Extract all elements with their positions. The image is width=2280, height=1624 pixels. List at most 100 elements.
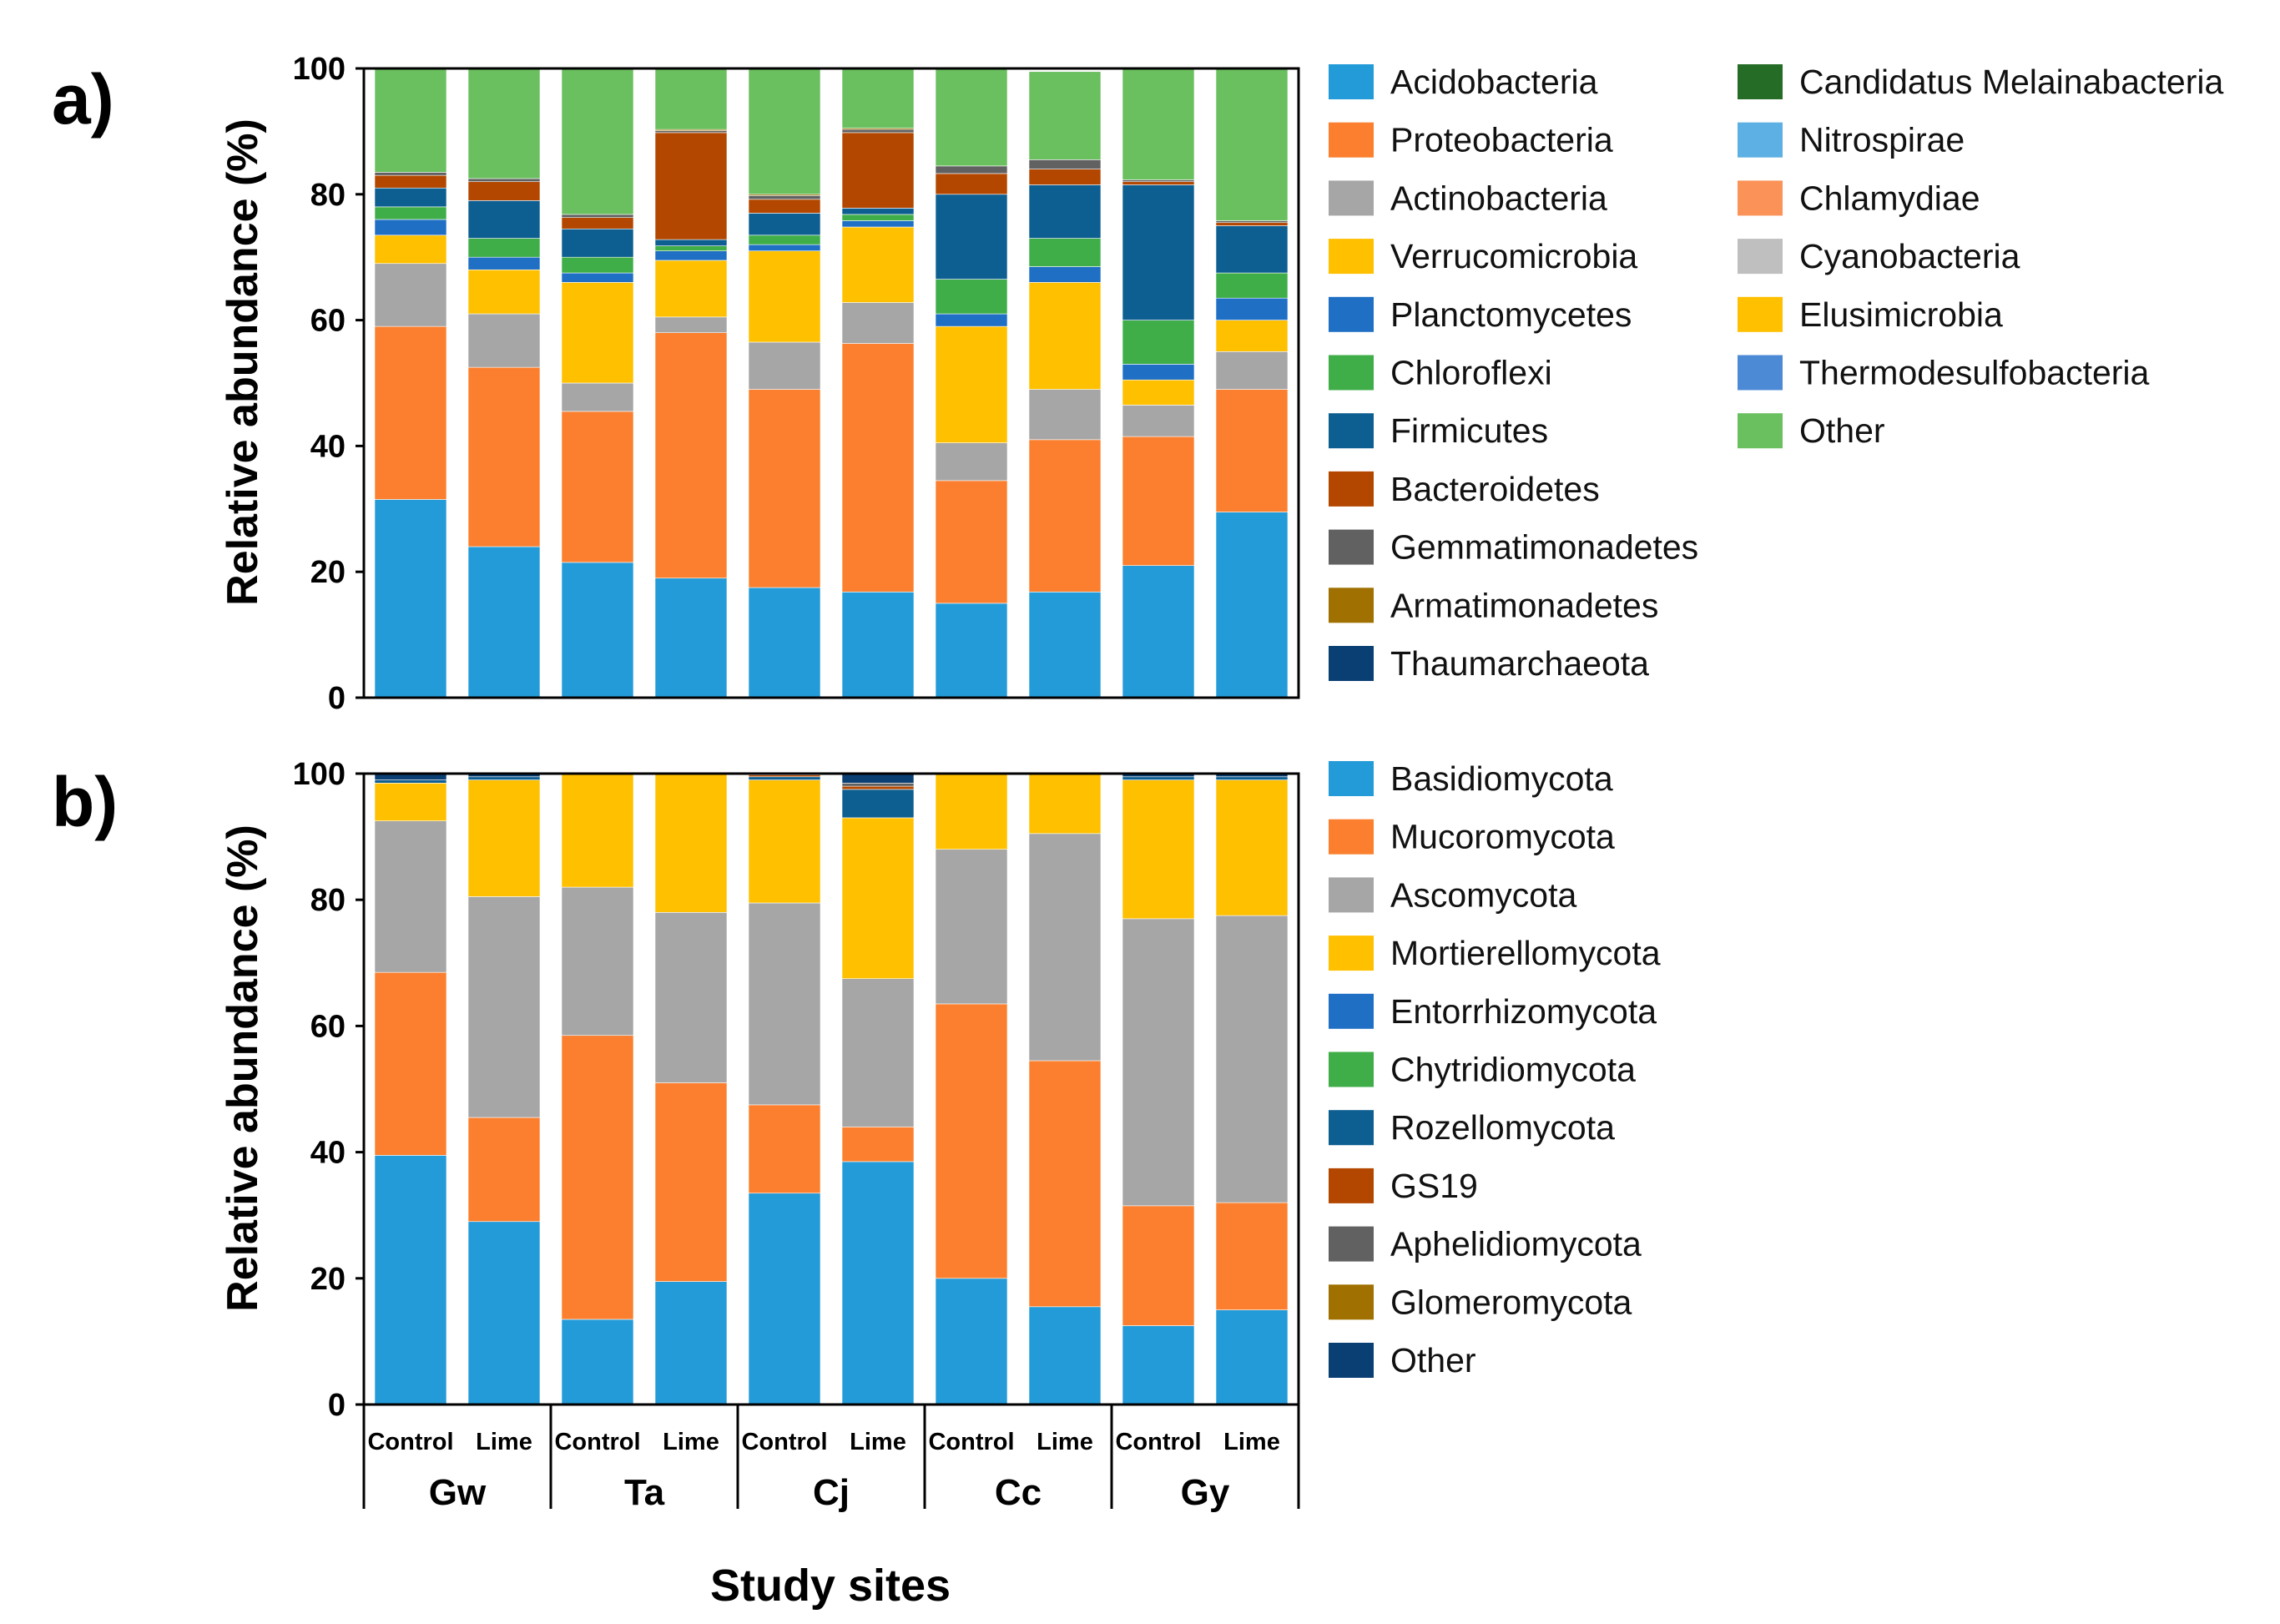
bar-a-cc-control-acidobacteria — [935, 603, 1008, 699]
bar-a-cj-control-planctomycetes — [748, 244, 821, 251]
legend-a-swatch-acidobacteria — [1329, 64, 1374, 99]
treatment-label-cc-lime: Lime — [1037, 1429, 1093, 1455]
panel-a-label: a) — [52, 60, 114, 139]
bar-a-cj-control-other — [748, 68, 821, 195]
bar-b-gy-control-mortierellomycota — [1122, 779, 1195, 920]
bar-b-cj-control-basidiomycota — [748, 1193, 821, 1405]
treatment-label-cc-control: Control — [928, 1429, 1014, 1455]
bar-b-gw-lime-basidiomycota — [467, 1221, 541, 1405]
legend-a-swatch-actinobacteria — [1329, 180, 1374, 216]
bar-b-gy-lime-ascomycota — [1215, 915, 1289, 1203]
legend-a-swatch-thaumarchaeota — [1329, 646, 1374, 681]
legend-b-swatch-aphelidiomycota — [1329, 1226, 1374, 1262]
bar-b-gy-control-ascomycota — [1122, 918, 1195, 1207]
bar-a-ta-control-proteobacteria — [561, 411, 634, 563]
legend-a-label-armatimonadetes: Armatimonadetes — [1390, 586, 1658, 624]
legend-a-label-proteobacteria: Proteobacteria — [1390, 121, 1613, 159]
legend-b-label-aphelidiomycota: Aphelidiomycota — [1390, 1225, 1642, 1263]
legend-b-label-other: Other — [1390, 1341, 1476, 1379]
legend-a-label-thermodesulfobacteria: Thermodesulfobacteria — [1799, 354, 2150, 392]
legend-a-swatch-cyanobacteria — [1738, 239, 1783, 275]
legend-b-label-rozellomycota: Rozellomycota — [1390, 1108, 1615, 1147]
bar-a-ta-lime-planctomycetes — [654, 250, 728, 261]
legend-a-swatch-firmicutes — [1329, 413, 1374, 449]
legend-a-label-bacteroidetes: Bacteroidetes — [1390, 470, 1600, 508]
bar-b-gy-lime-mortierellomycota — [1215, 779, 1289, 916]
bar-a-ta-control-acidobacteria — [561, 562, 634, 699]
panel-b-label: b) — [52, 763, 118, 841]
bar-a-cj-control-chloroflexi — [748, 235, 821, 245]
bar-a-ta-lime-verrucomicrobia — [654, 260, 728, 318]
bar-a-gy-control-actinobacteria — [1122, 405, 1195, 437]
bar-a-cc-lime-verrucomicrobia — [1028, 282, 1102, 390]
bar-a-cj-lime-bacteroidetes — [841, 132, 915, 209]
bar-a-ta-control-planctomycetes — [561, 272, 634, 283]
bar-a-gy-lime-proteobacteria — [1215, 389, 1289, 512]
bar-a-cj-lime-chloroflexi — [841, 214, 915, 221]
bar-b-cj-control-ascomycota — [748, 902, 821, 1106]
bar-b-cj-control-mucoromycota — [748, 1104, 821, 1194]
legend-b-swatch-chytridiomycota — [1329, 1052, 1374, 1087]
legend-b-label-glomeromycota: Glomeromycota — [1390, 1283, 1632, 1321]
bar-a-cj-control-firmicutes — [748, 213, 821, 236]
bar-a-cc-control-other — [935, 68, 1008, 167]
bar-b-gw-control-mucoromycota — [374, 971, 447, 1156]
legend-a-label-nitrospirae: Nitrospirae — [1799, 121, 1965, 159]
site-label-cc: Cc — [995, 1472, 1042, 1513]
legend-b-label-chytridiomycota: Chytridiomycota — [1390, 1051, 1636, 1089]
panel-a-plot: 0 20 40 60 80 100 — [293, 52, 1300, 716]
bar-a-gw-control-planctomycetes — [374, 219, 447, 236]
bar-b-gw-control-rozellomycota — [374, 779, 447, 784]
bar-b-gy-control-rozellomycota — [1122, 776, 1195, 780]
bar-a-cc-control-bacteroidetes — [935, 173, 1008, 195]
panel-b-plot: 0 20 40 60 80 100 — [293, 757, 1300, 1423]
bar-a-ta-control-actinobacteria — [561, 382, 634, 412]
bar-a-cj-control-actinobacteria — [748, 341, 821, 390]
bar-a-gy-lime-gemmatimonadetes — [1215, 220, 1289, 224]
bar-b-gw-control-ascomycota — [374, 820, 447, 973]
bar-a-ta-lime-proteobacteria — [654, 332, 728, 579]
legend-b-swatch-mucoromycota — [1329, 819, 1374, 855]
panel-a-y-tick-label-20: 20 — [310, 555, 346, 590]
treatment-label-ta-control: Control — [554, 1429, 640, 1455]
legend-a-swatch-candidatus-melainabacteria — [1738, 64, 1783, 99]
treatment-label-gy-lime: Lime — [1223, 1429, 1280, 1455]
panel-a-y-axis-title: Relative abundance (%) — [219, 119, 267, 606]
legend-a-label-other: Other — [1799, 411, 1885, 450]
panel-b-y-tick-label-20: 20 — [310, 1262, 346, 1297]
legend-b-swatch-basidiomycota — [1329, 761, 1374, 796]
bar-a-gw-lime-verrucomicrobia — [467, 269, 541, 315]
bar-b-cj-lime-other — [841, 773, 915, 784]
bar-a-cc-lime-planctomycetes — [1028, 266, 1102, 283]
bar-b-ta-lime-basidiomycota — [654, 1281, 728, 1405]
bar-b-cj-lime-rozellomycota — [841, 789, 915, 819]
legend-b-label-mucoromycota: Mucoromycota — [1390, 818, 1615, 856]
legend-a-swatch-nitrospirae — [1738, 122, 1783, 158]
bar-a-cj-lime-firmicutes — [841, 208, 915, 215]
legend-a-label-gemmatimonadetes: Gemmatimonadetes — [1390, 528, 1698, 567]
legend-a-label-chloroflexi: Chloroflexi — [1390, 354, 1552, 392]
bar-b-gy-lime-basidiomycota — [1215, 1309, 1289, 1405]
bar-b-gy-lime-rozellomycota — [1215, 776, 1289, 780]
panel-a-plot-frame — [362, 67, 1300, 699]
legend-a-label-planctomycetes: Planctomycetes — [1390, 295, 1632, 334]
legend-a-swatch-other — [1738, 413, 1783, 449]
site-label-ta: Ta — [624, 1472, 665, 1513]
bar-b-ta-control-ascomycota — [561, 886, 634, 1036]
panel-b-legend: Basidiomycota Mucoromycota Ascomycota Morti… — [1329, 759, 1661, 1379]
bar-a-cc-control-verrucomicrobia — [935, 325, 1008, 443]
bar-a-gy-lime-acidobacteria — [1215, 512, 1289, 699]
bar-a-gy-control-gemmatimonadetes — [1122, 179, 1195, 183]
legend-b-swatch-mortierellomycota — [1329, 936, 1374, 971]
bar-a-gy-control-bacteroidetes — [1122, 181, 1195, 185]
site-label-gw: Gw — [429, 1472, 487, 1513]
bar-a-ta-lime-firmicutes — [654, 239, 728, 246]
bar-a-cj-lime-acidobacteria — [841, 592, 915, 699]
bar-a-gw-lime-proteobacteria — [467, 366, 541, 547]
bar-a-gw-control-actinobacteria — [374, 263, 447, 327]
bar-a-cc-lime-firmicutes — [1028, 184, 1102, 239]
bar-a-cj-control-proteobacteria — [748, 389, 821, 588]
legend-a-label-actinobacteria: Actinobacteria — [1390, 179, 1607, 217]
legend-a-swatch-planctomycetes — [1329, 296, 1374, 332]
bar-b-cc-lime-mortierellomycota — [1028, 773, 1102, 835]
